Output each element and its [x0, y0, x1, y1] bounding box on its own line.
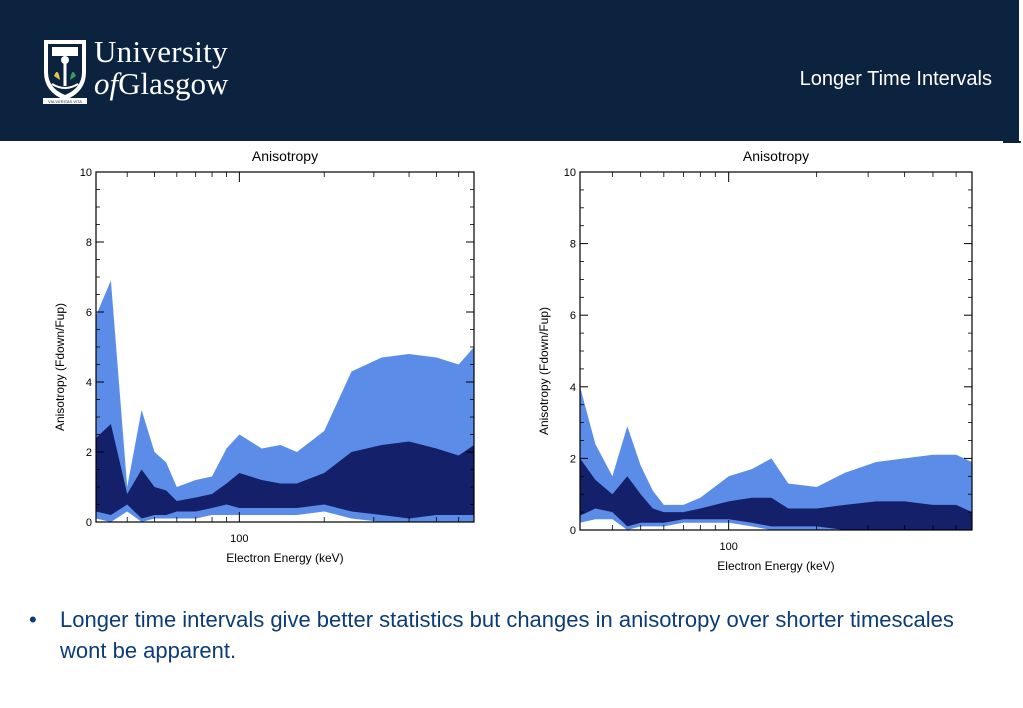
x-axis-label: Electron Energy (keV): [226, 551, 343, 565]
anisotropy-chart-left-svg: 0 2 4 6 8 10 100 Anisotropy Electron Energy (keV…: [53, 148, 475, 565]
crest-icon: VIA VERITAS VITA: [43, 40, 87, 104]
y-tick-label: 8: [86, 237, 92, 249]
y-tick-label: 6: [570, 310, 576, 322]
y-tick-label: 2: [86, 447, 92, 459]
chart-title: Anisotropy: [252, 148, 318, 164]
y-tick-label: 10: [564, 167, 576, 179]
slide-title: Longer Time Intervals: [799, 68, 992, 90]
header-accent: [1003, 141, 1021, 143]
x-tick-label: 100: [230, 533, 248, 545]
anisotropy-chart-left: 0 2 4 6 8 10 100 Anisotropy Electron Energy (keV…: [44, 144, 494, 584]
x-axis-label: Electron Energy (keV): [717, 559, 834, 573]
y-tick-label: 0: [86, 517, 92, 529]
header-edge: [1019, 0, 1021, 141]
y-tick-label: 2: [570, 453, 576, 465]
inner-range-band: [96, 424, 474, 519]
header-bar: VIA VERITAS VITA University ofGlasgow Lo…: [0, 0, 1021, 141]
x-tick-label: 100: [719, 541, 737, 553]
logo-wordmark-line2: ofGlasgow: [94, 66, 228, 102]
y-tick-label: 4: [86, 377, 92, 389]
anisotropy-chart-right: 0 2 4 6 8 10 100 Anisotropy Electron Energy (keV…: [528, 144, 988, 590]
y-tick-label: 6: [86, 307, 92, 319]
bullet-text: Longer time intervals give better statis…: [60, 607, 954, 663]
bullet-list: • Longer time intervals give better stat…: [24, 604, 984, 666]
y-axis-label: Anisotropy (Fdown/Fup): [53, 303, 67, 431]
logo-wordmark-line1: University: [94, 34, 228, 69]
outer-range-band: [580, 386, 972, 530]
chart-title: Anisotropy: [743, 148, 809, 164]
university-logo: VIA VERITAS VITA University ofGlasgow: [40, 34, 255, 108]
y-tick-label: 0: [570, 525, 576, 537]
y-axis-label: Anisotropy (Fdown/Fup): [537, 307, 551, 435]
anisotropy-chart-right-svg: 0 2 4 6 8 10 100 Anisotropy Electron Energy (keV…: [537, 148, 973, 573]
y-tick-label: 4: [570, 382, 576, 394]
bullet-marker: •: [29, 607, 37, 632]
bullet-item: • Longer time intervals give better stat…: [24, 604, 984, 666]
logo-wordmark-name: Glasgow: [118, 66, 229, 101]
y-tick-label: 10: [80, 167, 92, 179]
y-tick-label: 8: [570, 239, 576, 251]
logo-wordmark-of: of: [94, 66, 119, 101]
crest-motto: VIA VERITAS VITA: [48, 99, 82, 104]
